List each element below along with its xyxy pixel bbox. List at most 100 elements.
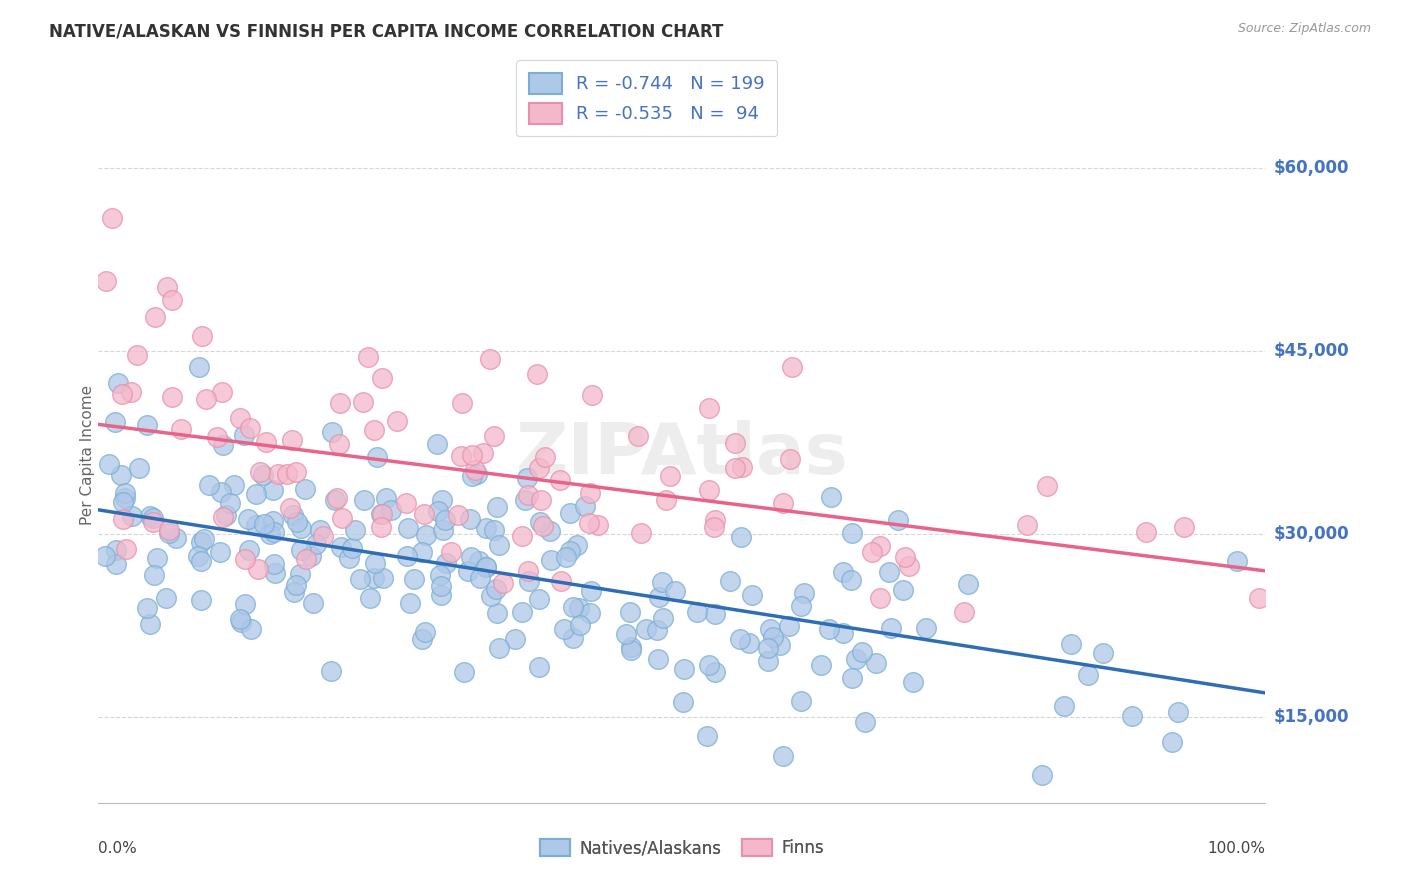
Point: [340, 541, 363, 555]
Point: [510, 605, 533, 619]
Point: [673, 662, 696, 676]
Point: [851, 645, 873, 659]
Point: [686, 605, 709, 619]
Point: [953, 605, 976, 619]
Point: [402, 573, 425, 587]
Point: [550, 473, 572, 487]
Point: [197, 478, 219, 492]
Point: [581, 388, 603, 402]
Point: [344, 524, 367, 538]
Point: [526, 368, 548, 382]
Point: [245, 517, 267, 532]
Point: [238, 543, 260, 558]
Point: [529, 516, 551, 530]
Point: [239, 622, 262, 636]
Point: [281, 508, 304, 522]
Point: [1077, 668, 1099, 682]
Point: [738, 636, 761, 650]
Point: [853, 715, 876, 730]
Point: [841, 526, 863, 541]
Point: [380, 502, 402, 516]
Point: [212, 510, 235, 524]
Point: [482, 429, 505, 443]
Point: [880, 621, 903, 635]
Point: [363, 571, 385, 585]
Point: [581, 583, 603, 598]
Point: [191, 328, 214, 343]
Point: [1017, 517, 1039, 532]
Point: [353, 492, 375, 507]
Point: [363, 557, 385, 571]
Point: [534, 450, 557, 464]
Point: [121, 509, 143, 524]
Point: [249, 465, 271, 479]
Point: [114, 491, 136, 505]
Point: [366, 450, 388, 464]
Point: [461, 449, 484, 463]
Point: [465, 467, 488, 481]
Point: [330, 541, 353, 555]
Point: [415, 527, 437, 541]
Point: [156, 280, 179, 294]
Text: 100.0%: 100.0%: [1208, 841, 1265, 856]
Point: [312, 528, 335, 542]
Point: [328, 436, 350, 450]
Point: [413, 625, 436, 640]
Point: [434, 513, 457, 527]
Point: [1053, 698, 1076, 713]
Point: [461, 468, 484, 483]
Point: [434, 556, 457, 570]
Point: [630, 525, 652, 540]
Point: [574, 499, 596, 513]
Point: [756, 655, 779, 669]
Point: [531, 519, 554, 533]
Point: [817, 622, 839, 636]
Point: [634, 622, 657, 636]
Point: [190, 554, 212, 568]
Point: [460, 549, 482, 564]
Point: [111, 511, 134, 525]
Point: [229, 411, 252, 425]
Point: [538, 524, 561, 538]
Point: [263, 566, 285, 581]
Point: [205, 429, 228, 443]
Point: [893, 583, 915, 598]
Point: [162, 390, 184, 404]
Point: [651, 610, 673, 624]
Point: [329, 396, 352, 410]
Point: [561, 600, 583, 615]
Point: [758, 641, 780, 656]
Point: [1173, 519, 1195, 533]
Point: [142, 515, 165, 529]
Point: [1121, 709, 1143, 723]
Point: [619, 605, 641, 619]
Text: $60,000: $60,000: [1274, 159, 1350, 178]
Point: [831, 565, 853, 579]
Point: [723, 435, 745, 450]
Point: [432, 523, 454, 537]
Point: [704, 607, 727, 622]
Point: [1247, 591, 1270, 605]
Point: [703, 665, 725, 680]
Point: [728, 632, 751, 646]
Point: [672, 695, 695, 709]
Point: [245, 487, 267, 501]
Point: [146, 551, 169, 566]
Point: [898, 559, 921, 574]
Point: [893, 550, 915, 565]
Point: [208, 545, 231, 559]
Point: [772, 748, 794, 763]
Point: [114, 542, 136, 557]
Point: [513, 493, 536, 508]
Point: [1135, 525, 1157, 540]
Point: [703, 520, 725, 534]
Point: [430, 492, 453, 507]
Point: [704, 512, 727, 526]
Point: [620, 640, 643, 654]
Point: [302, 596, 325, 610]
Point: [128, 461, 150, 475]
Point: [395, 495, 418, 509]
Point: [488, 640, 510, 655]
Point: [411, 632, 433, 647]
Point: [558, 543, 581, 558]
